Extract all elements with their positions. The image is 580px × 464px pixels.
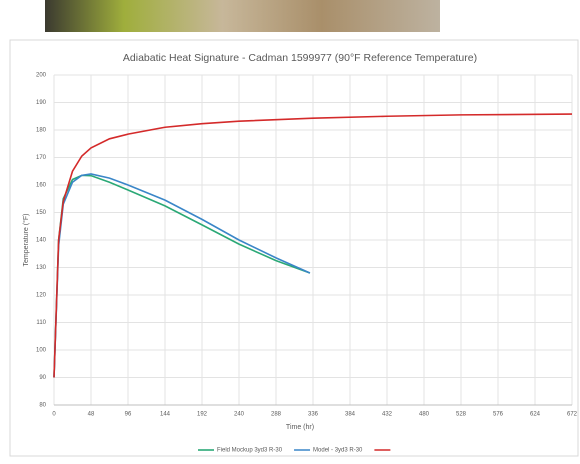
x-tick-label: 672 [567, 412, 578, 418]
y-tick-label: 200 [36, 73, 47, 79]
legend-label: Model - 3yd3 R-30 [313, 448, 363, 454]
y-tick-label: 130 [36, 265, 47, 271]
legend-label: Field Mockup 3yd3 R-30 [217, 448, 283, 454]
y-tick-label: 180 [36, 128, 47, 134]
y-tick-label: 160 [36, 183, 47, 189]
chart: Adiabatic Heat Signature - Cadman 159997… [0, 0, 580, 459]
x-axis-label: Time (hr) [286, 424, 314, 431]
x-tick-label: 384 [345, 412, 356, 418]
x-tick-label: 240 [234, 412, 245, 418]
x-tick-label: 432 [382, 412, 393, 418]
y-tick-label: 120 [36, 293, 47, 299]
photo-strip [45, 0, 440, 32]
x-tick-label: 96 [125, 412, 132, 418]
x-tick-label: 48 [88, 412, 95, 418]
page: Adiabatic Heat Signature - Cadman 159997… [0, 0, 580, 459]
y-tick-label: 140 [36, 238, 47, 244]
y-tick-label: 150 [36, 210, 47, 216]
y-tick-label: 90 [39, 375, 46, 381]
x-tick-label: 336 [308, 412, 319, 418]
x-tick-label: 576 [493, 412, 504, 418]
y-tick-label: 100 [36, 348, 47, 354]
x-tick-label: 624 [530, 412, 541, 418]
x-tick-label: 480 [419, 412, 430, 418]
x-tick-label: 144 [160, 412, 171, 418]
chart-title: Adiabatic Heat Signature - Cadman 159997… [123, 52, 477, 64]
x-tick-label: 288 [271, 412, 282, 418]
y-tick-label: 170 [36, 155, 47, 161]
x-tick-label: 192 [197, 412, 208, 418]
x-tick-label: 528 [456, 412, 467, 418]
y-axis-label: Temperature (°F) [22, 214, 30, 267]
y-tick-label: 190 [36, 100, 47, 106]
y-tick-label: 110 [36, 320, 46, 326]
y-tick-label: 80 [39, 403, 46, 409]
